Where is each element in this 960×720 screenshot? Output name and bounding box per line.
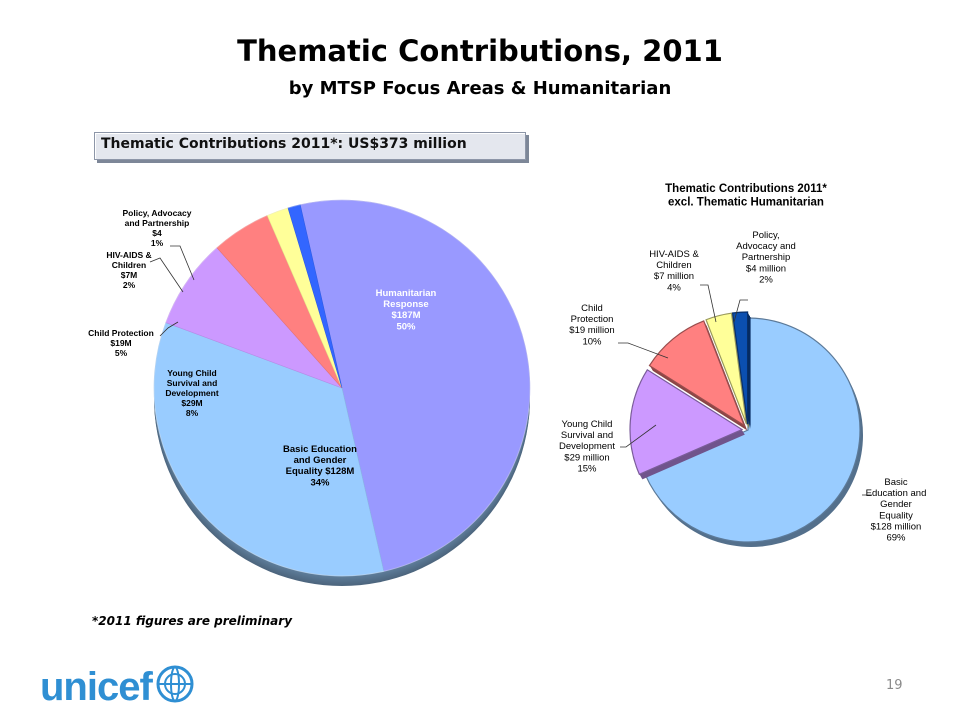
pie2-slice-group-basic-education-and-gender-equality	[644, 317, 863, 548]
pie2-slice-young-child-survival-and-development	[629, 368, 744, 476]
pie2-label-basic-education: Basic Education and Gender Equality $128 mil…	[866, 477, 927, 544]
footnote: *2011 figures are preliminary	[92, 614, 293, 628]
pie2-leader-lines	[618, 284, 872, 496]
pie1-slice-basic-education-and-gender-equality	[153, 322, 385, 577]
pie2-slice-group-hiv-aids-children	[705, 312, 750, 430]
logo-text: unicef	[40, 664, 153, 709]
page-subtitle: by MTSP Focus Areas & Humanitarian	[288, 78, 672, 99]
pie1-leader-lines	[149, 245, 195, 337]
pie1-label-basic-education: Basic Education and Gender Equality $128M 3…	[283, 444, 357, 488]
pie1-slice-humanitarian-response	[299, 199, 531, 572]
pie1-label-child-protection: Child Protection $19M 5%	[88, 328, 154, 358]
pie2-slice-group-policy-advocacy-and-partnership	[731, 311, 751, 430]
pie2-label-young-child: Young Child Survival and Development $29 mi…	[559, 419, 615, 474]
pie2-slice-hiv-aids-children	[705, 312, 748, 425]
page-number: 19	[886, 678, 903, 693]
total-box: Thematic Contributions 2011*: US$373 mil…	[94, 132, 526, 160]
pie2-title: Thematic Contributions 2011* excl. Themat…	[665, 183, 827, 208]
pie2-label-child-protection: Child Protection $19 million 10%	[569, 303, 614, 347]
pie1-label-humanitarian-response: Humanitarian Response $187M 50%	[376, 288, 437, 332]
pie1-label-young-child: Young Child Survival and Development $29M 8%	[165, 368, 219, 418]
pie1-label-hiv-aids: HIV-AIDS & Children $7M 2%	[106, 250, 151, 290]
pie1-edge	[153, 199, 531, 577]
pie2-slice-group-child-protection	[648, 320, 748, 431]
unicef-logo: unicef	[40, 664, 195, 709]
unicef-globe-icon	[155, 664, 195, 709]
page-title: Thematic Contributions, 2011	[237, 34, 723, 68]
pie2-label-policy: Policy, Advocacy and Partnership $4 million…	[736, 230, 796, 285]
pie1-label-policy: Policy, Advocacy and Partnership $4 1%	[123, 208, 192, 248]
pie2-slice-child-protection	[648, 320, 746, 427]
pie1-slice-young-child-survival-and-development	[165, 247, 343, 389]
pie2-slice-policy-advocacy-and-partnership	[731, 311, 749, 425]
pie2-label-hiv-aids: HIV-AIDS & Children $7 million 4%	[649, 249, 699, 293]
pie2-slice-group-young-child-survival-and-development	[629, 368, 746, 480]
pie1-slice-policy-advocacy-and-partnership	[287, 204, 343, 389]
pie2-slice-basic-education-and-gender-equality	[644, 317, 861, 543]
